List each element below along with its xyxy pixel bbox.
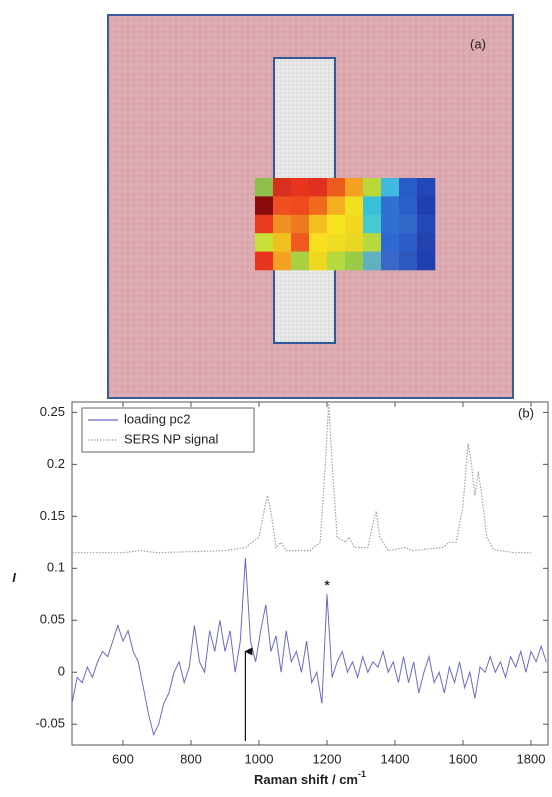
legend-label: loading pc2: [124, 411, 191, 426]
heatmap-cell: [309, 233, 327, 252]
heatmap-cell: [327, 178, 345, 197]
heatmap-cell: [273, 196, 291, 215]
x-tick-label: 1000: [245, 751, 274, 766]
heatmap-cell: [363, 178, 381, 197]
heatmap-cell: [309, 178, 327, 197]
heatmap-cell: [273, 178, 291, 197]
heatmap-cell: [255, 252, 273, 271]
annotation: *: [324, 577, 330, 592]
x-tick-label: 1200: [313, 751, 342, 766]
heatmap-cell: [399, 252, 417, 271]
heatmap-cell: [327, 196, 345, 215]
heatmap-cell: [381, 233, 399, 252]
x-tick-label: 800: [180, 751, 202, 766]
panel-a: (a): [108, 15, 513, 398]
y-tick-label: 0.2: [47, 456, 65, 471]
heatmap-cell: [417, 196, 435, 215]
heatmap-cell: [363, 215, 381, 234]
heatmap-cell: [273, 252, 291, 271]
x-axis-label: Raman shift / cm-1: [254, 769, 366, 787]
heatmap-cell: [345, 196, 363, 215]
heatmap-cell: [345, 252, 363, 271]
y-axis-label: I: [12, 570, 16, 585]
panel-label: (b): [518, 405, 534, 420]
heatmap-cell: [381, 252, 399, 271]
y-tick-label: 0.25: [40, 404, 65, 419]
heatmap-cell: [309, 215, 327, 234]
heatmap-cell: [309, 196, 327, 215]
y-tick-label: -0.05: [35, 716, 65, 731]
heatmap-cell: [291, 178, 309, 197]
heatmap-cell: [291, 252, 309, 271]
x-tick-label: 1600: [449, 751, 478, 766]
heatmap-cell: [381, 215, 399, 234]
heatmap-cell: [345, 215, 363, 234]
panel-label: (a): [470, 36, 486, 51]
heatmap-cell: [291, 233, 309, 252]
heatmap-cell: [345, 233, 363, 252]
heatmap-cell: [291, 196, 309, 215]
heatmap-cell: [381, 196, 399, 215]
plot-frame: [72, 402, 548, 745]
heatmap-cell: [363, 252, 381, 271]
heatmap-cell: [417, 252, 435, 271]
heatmap-cell: [255, 196, 273, 215]
heatmap-cell: [255, 215, 273, 234]
x-tick-label: 1400: [381, 751, 410, 766]
y-tick-label: 0.15: [40, 508, 65, 523]
heatmap-cell: [345, 178, 363, 197]
heatmap-cell: [327, 233, 345, 252]
heatmap-cell: [399, 178, 417, 197]
heatmap-cell: [381, 178, 399, 197]
x-tick-label: 600: [112, 751, 134, 766]
heatmap-cell: [327, 252, 345, 271]
series-line: [72, 558, 546, 735]
heatmap-cell: [363, 196, 381, 215]
legend-label: SERS NP signal: [124, 431, 219, 446]
x-axis-label-main: Raman shift / cm: [254, 772, 358, 787]
heatmap-cell: [417, 178, 435, 197]
heatmap-cell: [273, 215, 291, 234]
heatmap-cell: [399, 215, 417, 234]
heatmap-cell: [255, 178, 273, 197]
heatmap-cell: [327, 215, 345, 234]
heatmap-cell: [291, 215, 309, 234]
y-tick-label: 0: [58, 664, 65, 679]
x-tick-label: 1800: [517, 751, 546, 766]
heatmap-cell: [255, 233, 273, 252]
y-tick-label: 0.05: [40, 612, 65, 627]
heatmap-cell: [417, 215, 435, 234]
y-tick-label: 0.1: [47, 560, 65, 575]
x-axis-label-sup: -1: [358, 769, 366, 779]
heatmap-cell: [399, 196, 417, 215]
heatmap-cell: [363, 233, 381, 252]
heatmap-cell: [273, 233, 291, 252]
heatmap-cell: [399, 233, 417, 252]
heatmap-cell: [417, 233, 435, 252]
heatmap-cell: [309, 252, 327, 271]
panel-b: -0.05 0 0.05 0.1 0.15 0.2 0.25 600 800 1000 1200 14…: [12, 402, 548, 787]
